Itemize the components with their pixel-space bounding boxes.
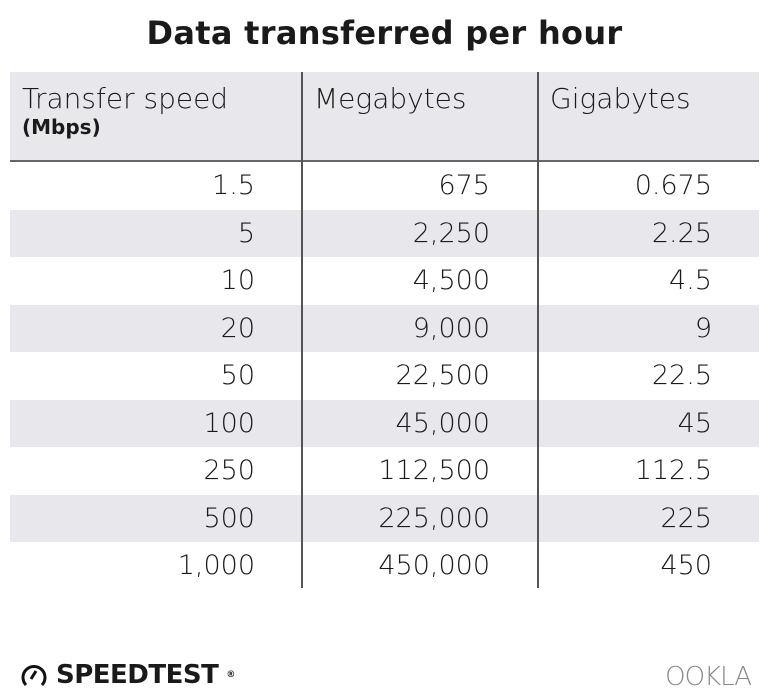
table-cell: 5: [237, 217, 255, 249]
table-cell: 50: [220, 360, 255, 391]
speedometer-icon: [21, 665, 47, 687]
table-cell: 225: [660, 502, 712, 534]
table-row: 100 45,000 45: [10, 399, 759, 447]
speedtest-logo: SPEEDTEST ®: [20, 660, 235, 690]
table-row: 1.5 675 0.675: [10, 162, 759, 210]
table-row: 1,000 450,000 450: [10, 542, 759, 590]
column-divider: [301, 72, 303, 588]
table-cell: 450,000: [378, 550, 490, 581]
table-cell: 225,000: [378, 502, 490, 534]
table-cell: 4,500: [412, 265, 490, 296]
header-gigabytes: Gigabytes: [550, 82, 691, 115]
table-cell: 2.25: [651, 217, 712, 249]
table-row: 20 9,000 9: [10, 304, 759, 352]
table-cell: 100: [203, 407, 255, 439]
header-transfer-speed: Transfer speed (Mbps): [22, 82, 228, 139]
table-header: Transfer speed (Mbps) Megabytes Gigabyte…: [10, 72, 759, 162]
table-cell: 20: [220, 312, 255, 344]
table-row: 10 4,500 4.5: [10, 257, 759, 305]
table-cell: 1,000: [177, 550, 255, 581]
table-cell: 112,500: [378, 455, 490, 486]
registered-mark: ®: [226, 670, 235, 680]
table-cell: 22.5: [651, 360, 712, 391]
table-cell: 500: [203, 502, 255, 534]
table-row: 50 22,500 22.5: [10, 352, 759, 400]
header-unit: (Mbps): [22, 115, 101, 139]
header-label: Transfer speed: [22, 82, 229, 115]
table-cell: 45: [677, 407, 712, 439]
table-cell: 112.5: [634, 455, 712, 486]
table-title: Data transferred per hour: [146, 14, 623, 52]
table-cell: 250: [203, 455, 255, 486]
table-cell: 10: [220, 265, 255, 296]
table-row: 250 112,500 112.5: [10, 447, 759, 495]
table-cell: 0.675: [634, 170, 712, 201]
data-table: Transfer speed (Mbps) Megabytes Gigabyte…: [10, 72, 759, 590]
table-cell: 675: [438, 170, 490, 201]
table-cell: 450: [660, 550, 712, 581]
table-cell: 4.5: [669, 265, 712, 296]
table-cell: 45,000: [395, 407, 490, 439]
table-cell: 1.5: [212, 170, 255, 201]
header-megabytes: Megabytes: [314, 82, 467, 115]
table-row: 5 2,250 2.25: [10, 209, 759, 257]
table-cell: 2,250: [412, 217, 490, 249]
table-cell: 9,000: [412, 312, 490, 344]
table-row: 500 225,000 225: [10, 494, 759, 542]
table-cell: 22,500: [395, 360, 490, 391]
column-divider: [537, 72, 539, 588]
ookla-logo: OOKLA: [665, 662, 752, 692]
table-body: 1.5 675 0.675 5 2,250 2.25 10 4,500 4.5 20 9,000 9 5…: [10, 162, 759, 590]
brand-name: SPEEDTEST: [56, 660, 219, 690]
table-cell: 9: [694, 312, 712, 344]
